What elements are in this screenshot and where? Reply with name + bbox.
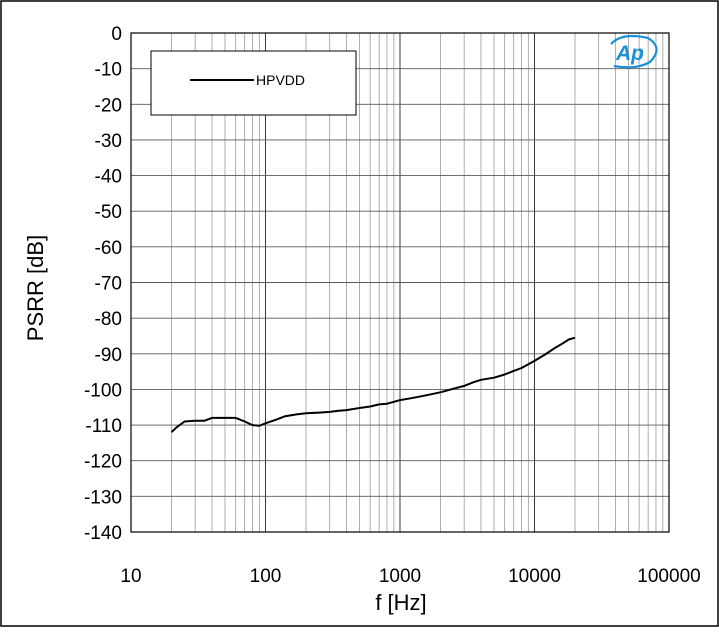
y-tick-label: -50 (95, 202, 122, 223)
legend-label-hpvdd: HPVDD (256, 72, 305, 88)
legend-box (150, 50, 357, 116)
y-tick-label: -20 (95, 95, 122, 116)
y-tick-label: -120 (84, 452, 122, 473)
x-tick-label: 100000 (637, 566, 700, 587)
y-tick-label: -130 (84, 487, 122, 508)
y-tick-label: 0 (111, 24, 122, 45)
y-tick-label: -40 (95, 167, 122, 188)
y-tick-label: -30 (95, 131, 122, 152)
series-line-hpvdd (170, 336, 576, 433)
series-layer (170, 336, 576, 433)
x-tick-label: 100 (250, 566, 282, 587)
x-tick-label: 10 (120, 566, 141, 587)
y-tick-labels: 0 -10 -20 -30 -40 -50 -60 -70 -80 -90 -100 -110 -120… (84, 24, 122, 544)
y-tick-label: -80 (95, 309, 122, 330)
x-axis-title: f [Hz] (375, 590, 426, 615)
y-axis-title: PSRR [dB] (23, 235, 48, 341)
logo-swoosh (610, 34, 658, 69)
x-tick-label: 10000 (508, 566, 561, 587)
x-tick-labels: 10 100 1000 10000 100000 (120, 566, 700, 587)
y-tick-label: -100 (84, 380, 122, 401)
ap-logo: Ap (610, 34, 658, 69)
y-tick-label: -70 (95, 274, 122, 295)
plot-frame (130, 32, 670, 533)
y-tick-label: -10 (95, 60, 122, 81)
legend: HPVDD (150, 50, 357, 116)
logo-text: Ap (615, 42, 644, 65)
y-tick-label: -110 (85, 416, 122, 437)
y-tick-label: -140 (84, 523, 122, 544)
y-tick-label: -90 (95, 345, 122, 366)
y-tick-label: -60 (95, 238, 122, 259)
x-tick-label: 1000 (379, 566, 421, 587)
